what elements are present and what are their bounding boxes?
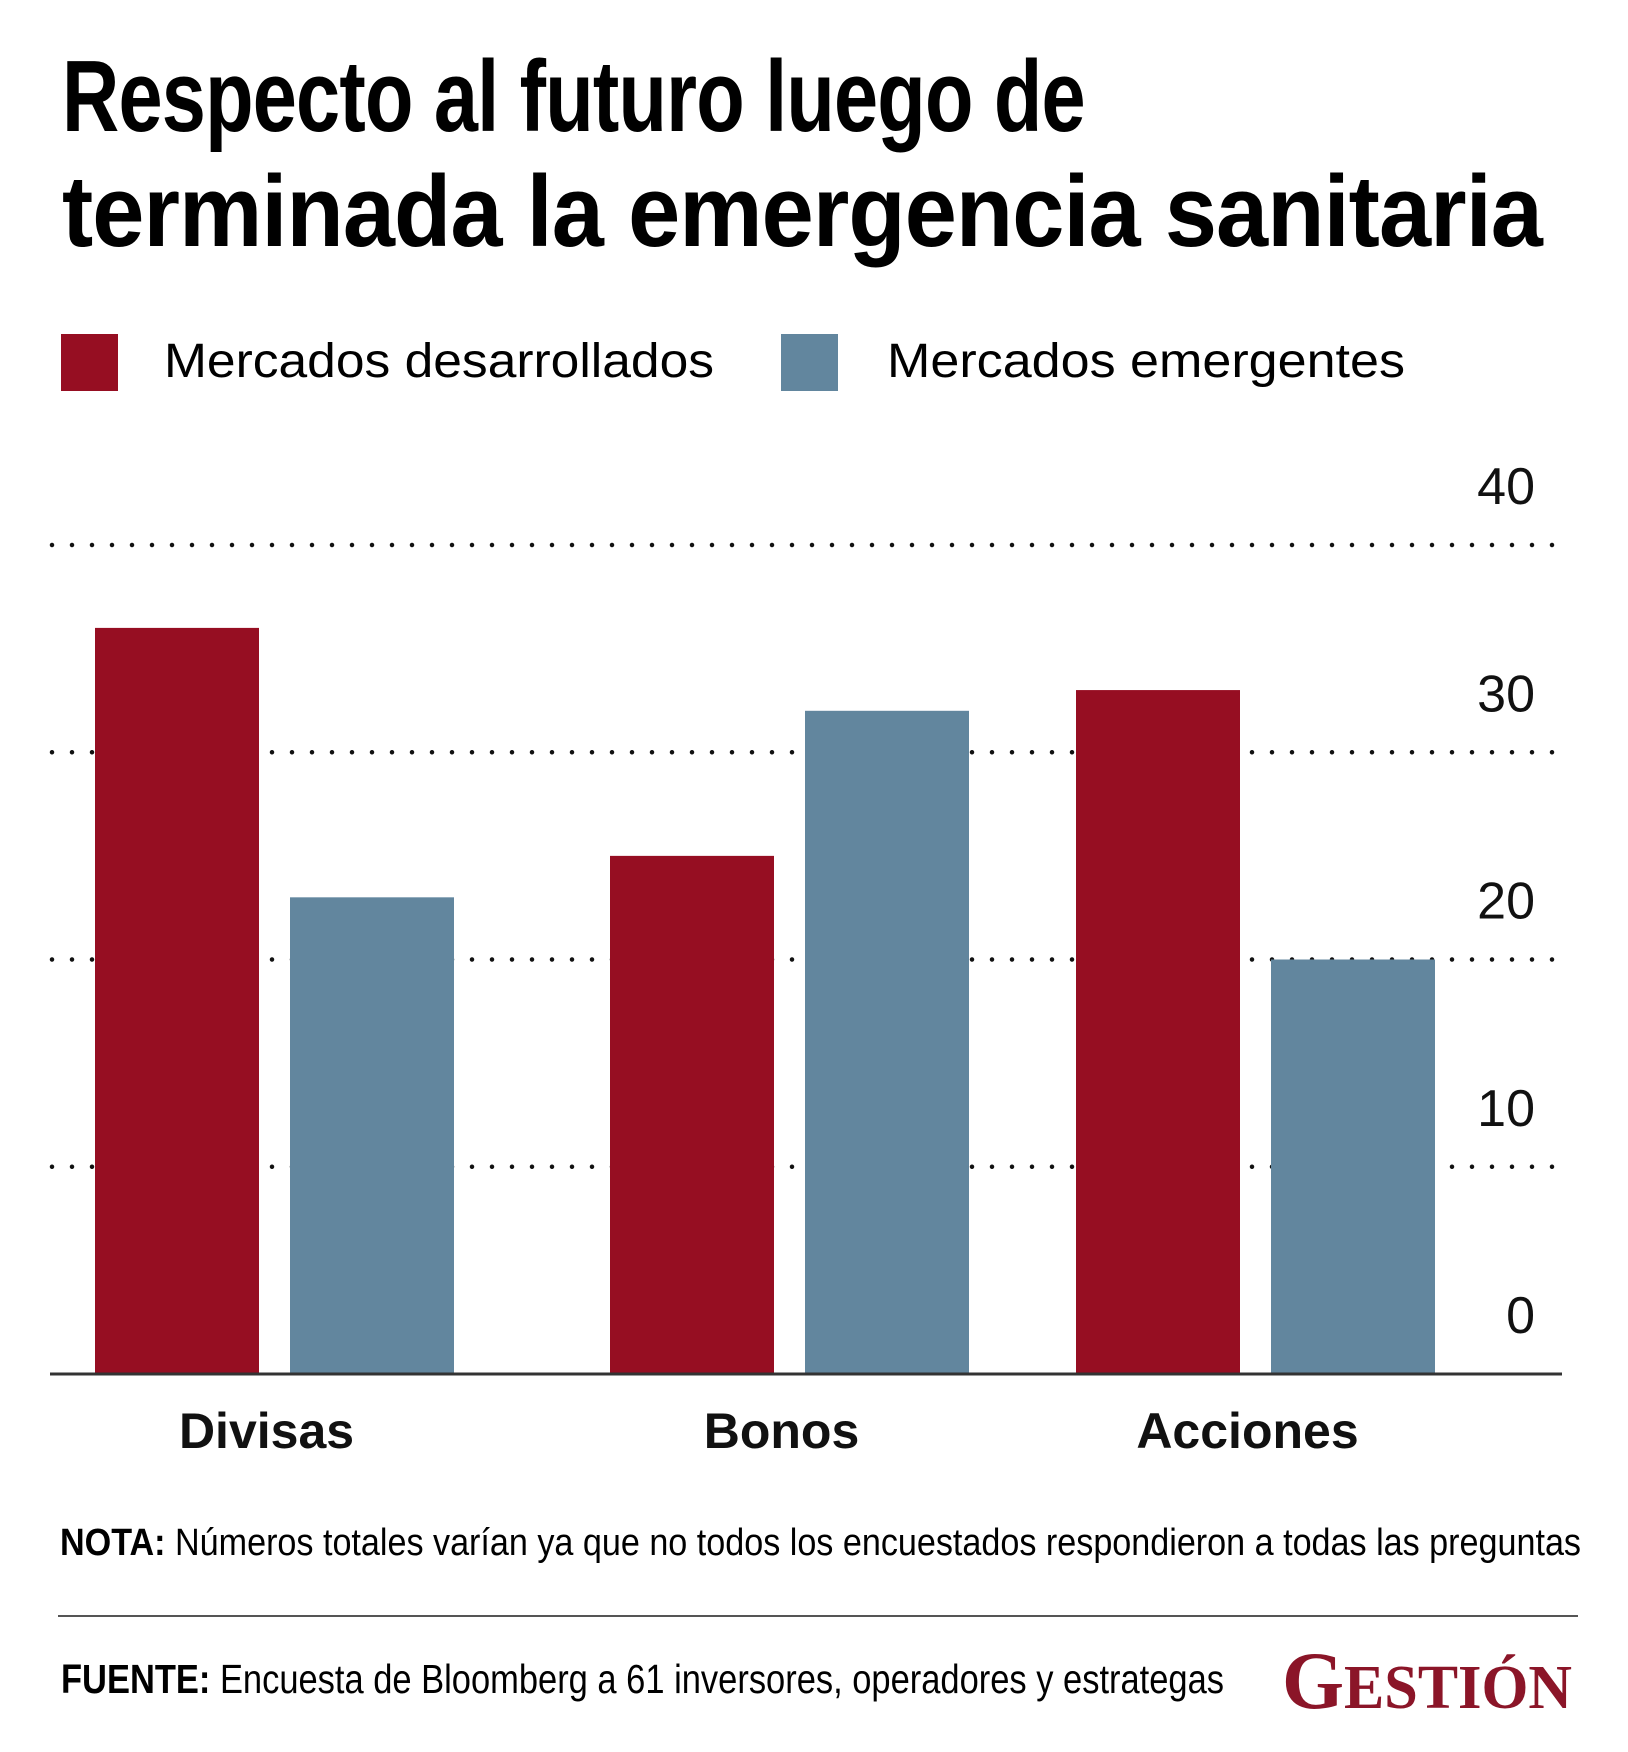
bar-acciones-emergentes: [1271, 959, 1435, 1374]
logo-rest: ESTIÓN: [1344, 1654, 1572, 1722]
gestion-logo: GESTIÓN: [1282, 1640, 1572, 1722]
divider: [58, 1615, 1578, 1617]
y-axis-ticks: 0 10 20 30 40: [1477, 458, 1535, 1345]
legend-label-emergentes: Mercados emergentes: [887, 335, 1405, 388]
legend-swatch-desarrollados: [61, 334, 118, 391]
logo-initial: G: [1282, 1635, 1345, 1726]
bars: [95, 627, 1435, 1374]
bar-bonos-emergentes: [805, 710, 969, 1374]
note-text: Números totales varían ya que no todos l…: [165, 1522, 1582, 1564]
x-label-divisas: Divisas: [179, 1403, 354, 1459]
bar-chart: 0 10 20 30 40 Divisas Bonos Acciones: [49, 458, 1562, 1459]
x-label-acciones: Acciones: [1136, 1403, 1358, 1459]
chart-title-line-2: terminada la emergencia sanitaria: [62, 156, 1543, 268]
bar-divisas-emergentes: [290, 897, 454, 1374]
y-tick-label-10: 10: [1477, 1080, 1535, 1138]
chart-title: Respecto al futuro luego de terminada la…: [62, 40, 1628, 270]
y-tick-label-0: 0: [1506, 1287, 1535, 1345]
source-label: FUENTE:: [61, 1656, 211, 1702]
x-label-bonos: Bonos: [704, 1403, 860, 1459]
legend-swatch-emergentes: [781, 334, 838, 391]
bar-bonos-desarrollados: [610, 855, 774, 1374]
source-text: Encuesta de Bloomberg a 61 inversores, o…: [210, 1656, 1224, 1702]
bar-divisas-desarrollados: [95, 627, 259, 1374]
x-axis-labels: Divisas Bonos Acciones: [179, 1403, 1359, 1459]
y-tick-label-40: 40: [1477, 458, 1535, 516]
y-tick-label-30: 30: [1477, 665, 1535, 723]
legend-label-desarrollados: Mercados desarrollados: [164, 335, 714, 388]
bar-acciones-desarrollados: [1076, 690, 1240, 1374]
chart-title-line-1: Respecto al futuro luego de: [62, 41, 1086, 153]
y-tick-label-20: 20: [1477, 873, 1535, 931]
note-label: NOTA:: [60, 1522, 166, 1564]
source: FUENTE: Encuesta de Bloomberg a 61 inver…: [61, 1657, 1224, 1701]
note: NOTA: Números totales varían ya que no t…: [60, 1522, 1581, 1564]
